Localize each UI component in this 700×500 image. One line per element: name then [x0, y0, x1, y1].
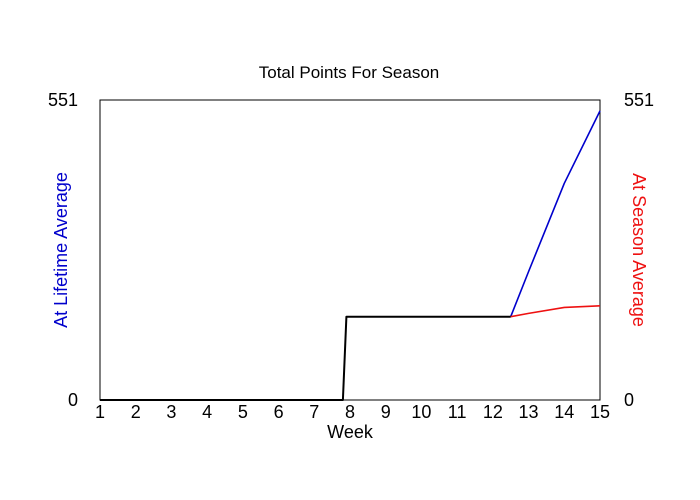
x-tick-label: 1 [95, 402, 105, 422]
series-line-lifetime-average-projection [509, 110, 601, 317]
chart-title: Total Points For Season [259, 63, 439, 82]
x-tick-label: 2 [131, 402, 141, 422]
x-tick-label: 7 [309, 402, 319, 422]
x-tick-label: 14 [554, 402, 574, 422]
series-layer [100, 110, 601, 401]
x-tick-label: 12 [483, 402, 503, 422]
x-tick-label: 11 [448, 402, 467, 422]
plot-frame [99, 99, 601, 401]
y-tick-label-right: 551 [624, 90, 654, 110]
y-axis-label-left: At Lifetime Average [51, 172, 71, 328]
y-tick-label-left: 551 [48, 90, 78, 110]
x-tick-label: 15 [590, 402, 610, 422]
y-tick-label-left: 0 [68, 390, 78, 410]
y-tick-label-right: 0 [624, 390, 634, 410]
x-tick-label: 13 [519, 402, 539, 422]
x-tick-label: 5 [238, 402, 248, 422]
x-tick-label: 4 [202, 402, 212, 422]
x-tick-label: 8 [345, 402, 355, 422]
x-axis-label: Week [327, 422, 374, 442]
y-axis-label-right: At Season Average [629, 173, 649, 327]
y-axis-ticks: 0 551 0 551 [48, 90, 654, 410]
series-line-actual [100, 315, 511, 401]
x-tick-label: 10 [411, 402, 431, 422]
x-axis-ticks: 1 2 3 4 5 6 7 8 9 10 11 12 13 14 15 [95, 402, 610, 422]
series-line-season-average-projection [510, 305, 601, 318]
x-tick-label: 3 [166, 402, 176, 422]
x-tick-label: 9 [381, 402, 391, 422]
x-tick-label: 6 [274, 402, 284, 422]
